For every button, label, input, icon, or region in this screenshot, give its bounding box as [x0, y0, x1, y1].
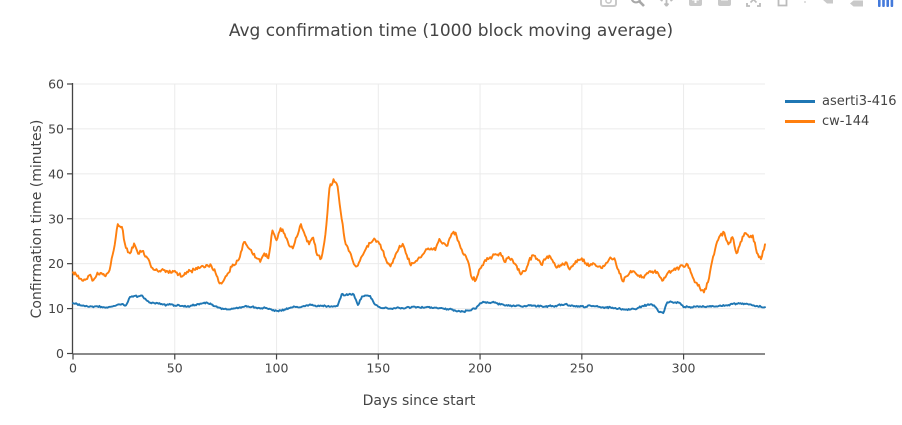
y-tick-label: 0 — [56, 346, 64, 361]
modebar-row — [600, 0, 894, 8]
x-tick-label: 200 — [468, 361, 492, 376]
chart-title: Avg confirmation time (1000 block moving… — [228, 21, 674, 41]
y-tick-label: 30 — [48, 211, 64, 226]
x-tick-label: 100 — [265, 361, 289, 376]
zoom-icon[interactable] — [629, 0, 646, 8]
reset-axes-icon[interactable] — [774, 0, 791, 8]
plotly-logo-icon[interactable] — [877, 0, 894, 8]
y-tick-label: 60 — [48, 77, 64, 92]
y-tick-label: 20 — [48, 256, 64, 271]
zoom-out-icon[interactable] — [716, 0, 733, 8]
hover-compare-icon[interactable] — [848, 0, 865, 8]
series-line-aserti3-416 — [72, 292, 766, 315]
hover-closest-icon[interactable] — [819, 0, 836, 8]
legend-item-cw-144[interactable]: cw-144 — [785, 111, 897, 131]
modebar-separator — [803, 0, 807, 8]
y-tick-label: 50 — [48, 121, 64, 136]
legend-item-aserti3-416[interactable]: aserti3-416 — [785, 91, 897, 111]
legend-label-aserti3-416: aserti3-416 — [822, 93, 897, 109]
autoscale-icon[interactable] — [745, 0, 762, 8]
y-tick-label: 40 — [48, 166, 64, 181]
pan-icon[interactable] — [658, 0, 675, 8]
legend-swatch-aserti3-416 — [785, 99, 815, 103]
x-tick-label: 250 — [570, 361, 594, 376]
x-tick-label: 0 — [69, 361, 77, 376]
y-axis-title: Confirmation time (minutes) — [29, 119, 45, 319]
x-tick-label: 300 — [672, 361, 696, 376]
modebar — [600, 0, 894, 10]
zoom-in-icon[interactable] — [687, 0, 704, 8]
legend-swatch-cw-144 — [785, 119, 815, 123]
legend-label-cw-144: cw-144 — [822, 113, 870, 129]
legend: aserti3-416 cw-144 — [785, 91, 897, 131]
series-line-cw-144 — [72, 178, 766, 294]
y-tick-label: 10 — [48, 301, 64, 316]
x-tick-label: 150 — [366, 361, 390, 376]
x-tick-label: 50 — [167, 361, 183, 376]
x-axis-title: Days since start — [362, 393, 476, 409]
camera-icon[interactable] — [600, 0, 617, 8]
